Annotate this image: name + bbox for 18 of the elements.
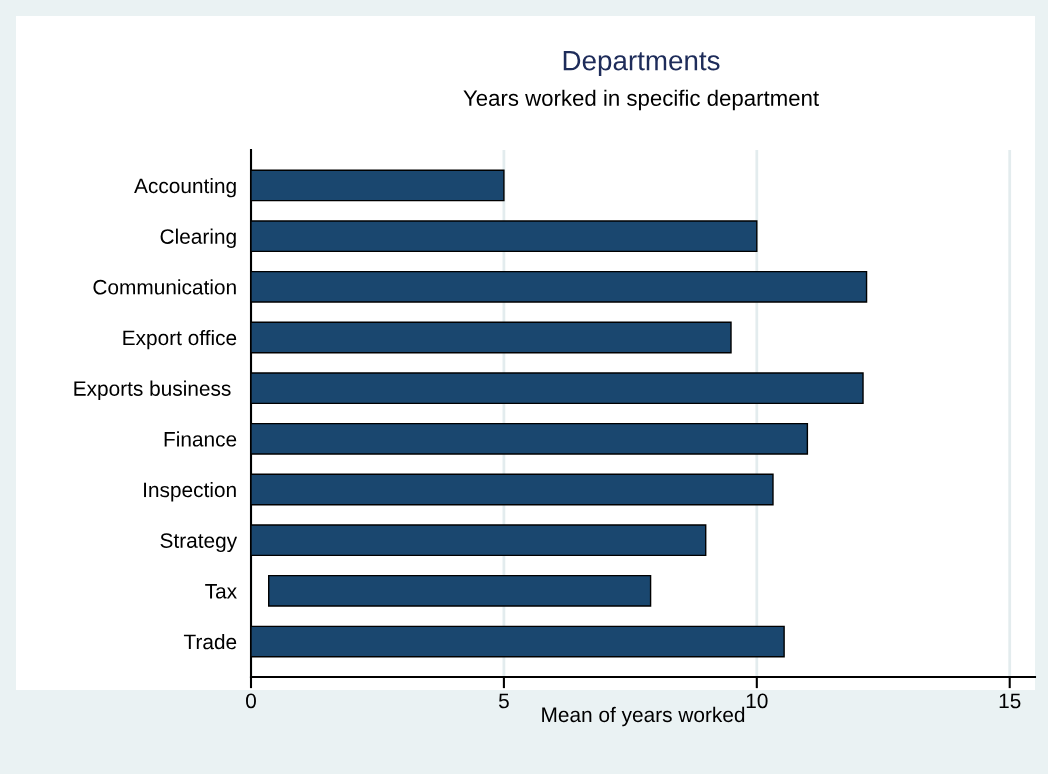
y-tick-label: Inspection	[144, 481, 236, 502]
y-tick-label: Strategy	[160, 533, 238, 553]
y-tick-label: Accounting	[134, 177, 236, 198]
y-tick-label: Tax	[205, 584, 237, 599]
y-tick-label: Communication	[93, 279, 236, 295]
x-tick-label: 5	[498, 693, 509, 709]
x-tick-label: 0	[246, 693, 256, 709]
y-tick-label: Clearing	[160, 228, 236, 249]
x-tick-label: 10	[746, 693, 768, 709]
bar	[268, 574, 652, 607]
chart-subtitle: Years worked in specific department	[463, 89, 819, 111]
x-tick-label: 15	[999, 693, 1021, 709]
y-tick-label: Export office	[123, 329, 237, 350]
y-tick-label: Exports business	[74, 380, 231, 401]
y-tick-label: Finance	[164, 431, 237, 447]
y-tick-label: Trade	[183, 633, 237, 650]
x-axis-title: Mean of years worked	[542, 706, 745, 727]
chart-title: Departments	[563, 51, 720, 76]
